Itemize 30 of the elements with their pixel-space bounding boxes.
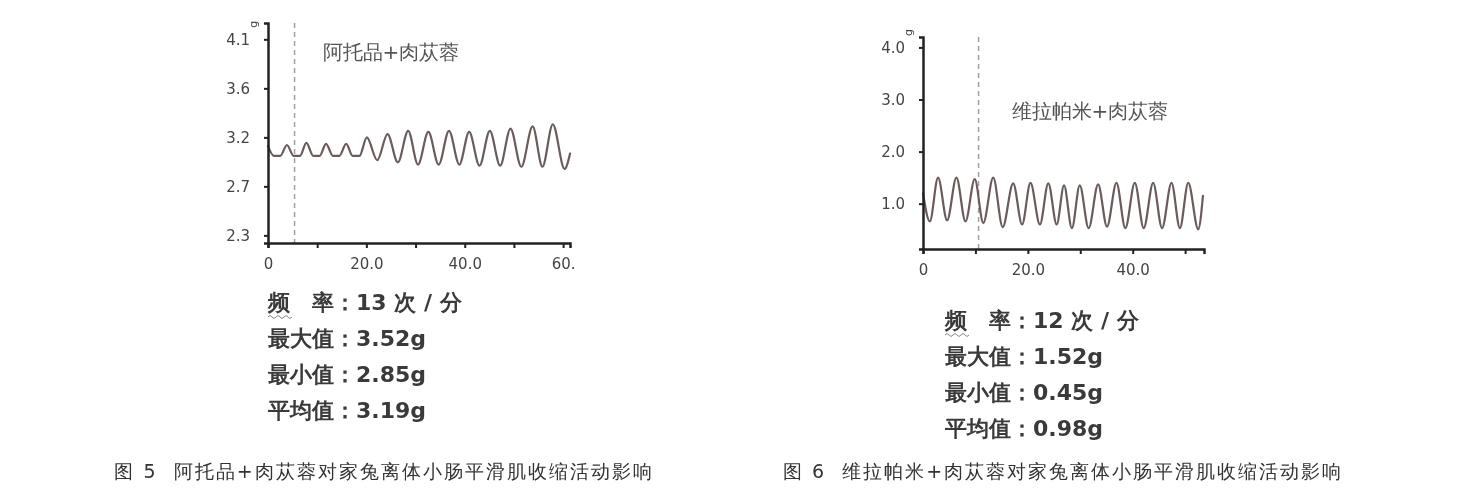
x-tick-label: 40.0 [448,254,482,273]
y-tick-label: 2.7 [226,177,250,196]
y-axis-title: g [902,28,915,36]
text: 最大值：3.52g [267,326,427,351]
text: 平均值：3.19g [267,398,427,423]
ref-line-label: 阿托品+肉苁蓉 [322,39,460,64]
x-tick-label: 0 [263,254,274,273]
text: 图 5 阿托品+肉苁蓉对家兔离体小肠平滑肌收缩活动影响 [114,460,654,482]
y-tick-label: 3.0 [881,90,905,109]
ref-line-label: 维拉帕米+肉苁蓉 [1011,98,1169,123]
y-tick-label: 2.3 [226,226,250,245]
y-tick-label: 4.1 [226,30,250,49]
text: 频 率：12 次 / 分 [944,308,1140,333]
y-tick-label: 4.0 [881,38,905,57]
y-tick-label: 3.2 [226,128,250,147]
text: 图 6 维拉帕米+肉苁蓉对家兔离体小肠平滑肌收缩活动影响 [782,460,1344,482]
text: 最小值：2.85g [267,362,427,387]
y-tick-label: 1.0 [881,194,905,213]
x-tick-label: 40.0 [1116,260,1150,279]
x-tick-label: 60. [551,254,576,273]
text: 平均值：0.98g [944,416,1104,441]
text: 最大值：1.52g [944,344,1104,369]
text: 频 率：13 次 / 分 [267,290,463,315]
y-axis-title: g [247,20,260,28]
x-tick-label: 20.0 [350,254,384,273]
x-tick-label: 20.0 [1011,260,1046,279]
y-tick-label: 3.6 [226,79,250,98]
x-tick-label: 0 [918,260,929,279]
y-tick-label: 2.0 [881,142,905,161]
text: 最小值：0.45g [944,380,1104,405]
